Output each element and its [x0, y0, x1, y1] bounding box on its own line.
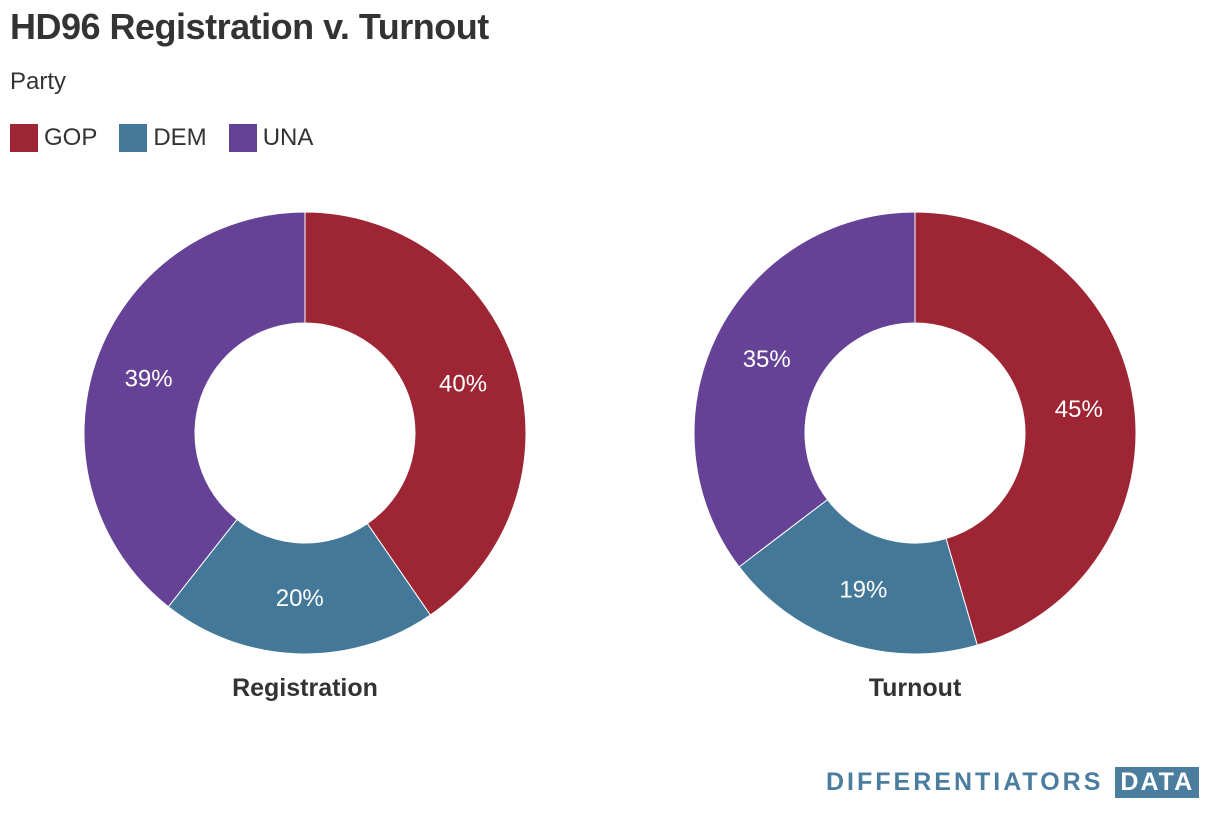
legend: GOP DEM UNA — [10, 124, 335, 152]
chart-title: HD96 Registration v. Turnout — [10, 6, 489, 47]
registration-chart-title: Registration — [232, 674, 378, 702]
legend-swatch-gop — [10, 124, 38, 152]
legend-swatch-una — [228, 124, 257, 152]
registration-label-gop: 40% — [439, 370, 487, 397]
registration-slice-dem[interactable] — [167, 518, 432, 655]
turnout-slice-gop[interactable] — [914, 211, 1137, 646]
turnout-label-dem: 19% — [839, 577, 887, 604]
registration-slice-gop[interactable] — [304, 211, 527, 616]
turnout-label-gop: 45% — [1055, 396, 1103, 423]
legend-label-gop: GOP — [44, 124, 98, 151]
registration-label-una: 39% — [125, 365, 173, 392]
brand-name: DIFFERENTIATORS — [826, 768, 1104, 796]
legend-item-gop[interactable]: GOP — [10, 124, 97, 152]
registration-slice-una[interactable] — [83, 211, 306, 608]
legend-item-una[interactable]: UNA — [228, 124, 314, 152]
turnout-slice-una[interactable] — [693, 211, 916, 568]
legend-label-una: UNA — [262, 124, 314, 151]
turnout-label-una: 35% — [743, 346, 791, 373]
legend-swatch-dem — [119, 124, 148, 152]
turnout-chart-title: Turnout — [869, 674, 962, 702]
brand-data-box: DATA — [1115, 767, 1200, 798]
legend-label-dem: DEM — [153, 124, 207, 151]
turnout-slice-dem[interactable] — [738, 498, 978, 655]
brand-logo: DIFFERENTIATORS DATA — [826, 767, 1200, 798]
registration-label-dem: 20% — [276, 585, 324, 612]
legend-item-dem[interactable]: DEM — [119, 124, 207, 152]
chart-subtitle: Party — [10, 68, 67, 95]
